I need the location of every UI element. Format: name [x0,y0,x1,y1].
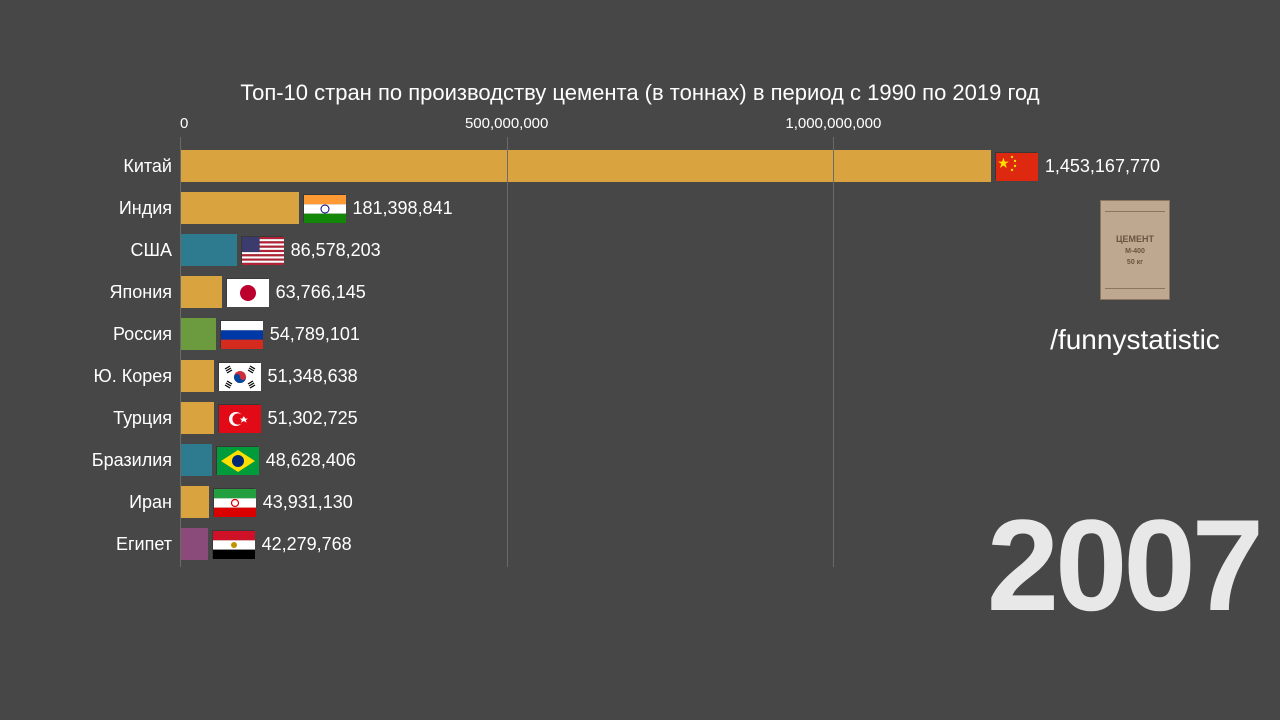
gridline [833,137,834,567]
bar [180,360,214,392]
bar [180,234,237,266]
india-flag-icon [303,194,345,222]
chart-title: Топ-10 стран по производству цемента (в … [0,80,1280,106]
bar-row: Россия54,789,101 [180,313,1160,355]
egypt-flag-icon [212,530,254,558]
bar-row: Турция51,302,725 [180,397,1160,439]
country-label: Россия [113,324,180,345]
bar-value: 48,628,406 [266,450,356,471]
bag-text-1: ЦЕМЕНТ [1116,234,1154,244]
russia-flag-icon [220,320,262,348]
bar [180,192,299,224]
country-label: Турция [113,408,180,429]
side-panel: ЦЕМЕНТ М-400 50 кг /funnystatistic [1020,200,1250,356]
cement-bag-icon: ЦЕМЕНТ М-400 50 кг [1100,200,1170,300]
brazil-flag-icon [216,446,258,474]
gridline [180,137,181,567]
china-flag-icon [995,152,1037,180]
country-label: Иран [129,492,180,513]
japan-flag-icon [226,278,268,306]
country-label: Египет [116,534,180,555]
bar-row: Япония63,766,145 [180,271,1160,313]
channel-name: /funnystatistic [1050,324,1220,356]
bar-value: 51,348,638 [268,366,358,387]
bar [180,528,208,560]
bar-value: 43,931,130 [263,492,353,513]
x-tick-label: 500,000,000 [465,115,548,132]
bar-row: Бразилия48,628,406 [180,439,1160,481]
year-display: 2007 [987,500,1260,630]
bar-value: 1,453,167,770 [1045,156,1160,177]
bar [180,318,216,350]
bar-value: 51,302,725 [268,408,358,429]
bar [180,444,212,476]
bar-value: 63,766,145 [276,282,366,303]
usa-flag-icon [241,236,283,264]
country-label: США [130,240,180,261]
bar-row: Ю. Корея 51,348,638 [180,355,1160,397]
country-label: Индия [119,198,180,219]
bar-row: США86,578,203 [180,229,1160,271]
skorea-flag-icon [218,362,260,390]
country-label: Ю. Корея [94,366,180,387]
country-label: Китай [123,156,180,177]
bar-row: Индия181,398,841 [180,187,1160,229]
bar-value: 86,578,203 [291,240,381,261]
bar [180,402,214,434]
bar [180,150,991,182]
x-tick-label: 1,000,000,000 [785,115,881,132]
bar-value: 54,789,101 [270,324,360,345]
bar [180,276,222,308]
bag-text-2: М-400 [1125,248,1145,255]
turkey-flag-icon [218,404,260,432]
bar-row: Китай 1,453,167,770 [180,145,1160,187]
country-label: Япония [110,282,181,303]
country-label: Бразилия [92,450,180,471]
bar-value: 181,398,841 [353,198,453,219]
gridline [507,137,508,567]
x-axis: 0 500,000,000 1,000,000,000 [180,115,1160,135]
bag-text-3: 50 кг [1127,259,1143,266]
x-tick-label: 0 [180,115,188,132]
bar-value: 42,279,768 [262,534,352,555]
iran-flag-icon [213,488,255,516]
bar [180,486,209,518]
